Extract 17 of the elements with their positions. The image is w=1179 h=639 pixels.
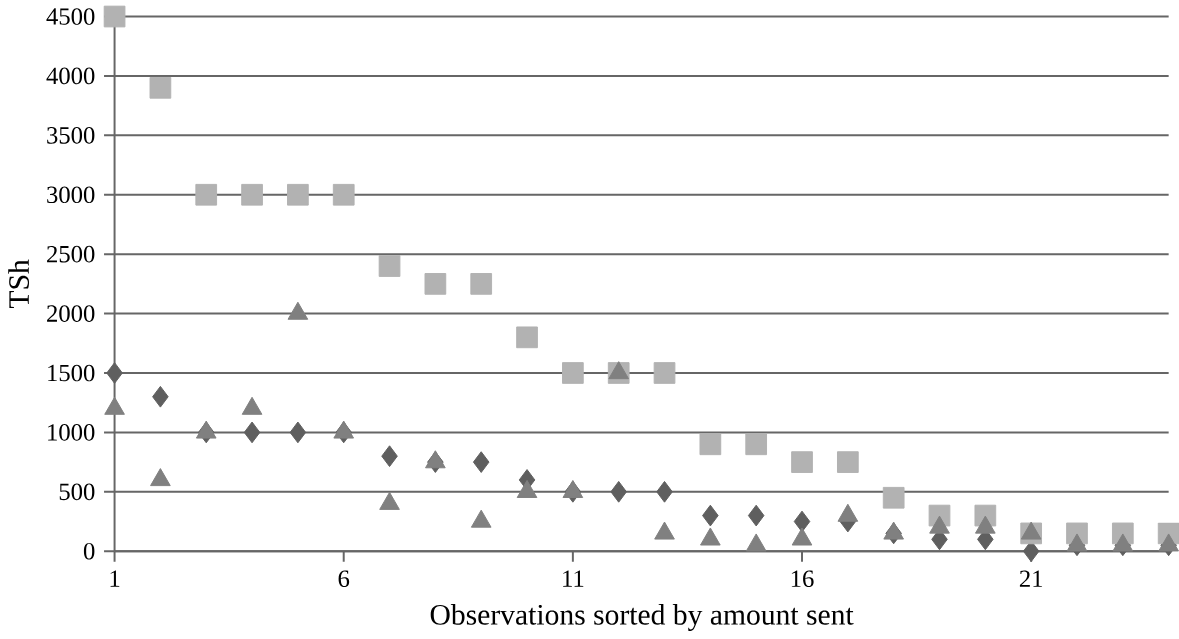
x-tick-label: 1 (110, 570, 120, 587)
x-tick-label: 6 (338, 570, 350, 587)
y-axis-title: TSh (8, 259, 30, 308)
x-axis-title: Observations sorted by amount sent (430, 603, 854, 631)
y-tick-label: 3500 (47, 126, 95, 144)
x-tick-label: 11 (563, 570, 584, 587)
x-tick-label: 21 (1019, 570, 1043, 587)
y-tick-label: 1000 (48, 424, 95, 441)
y-tick-label: 4500 (46, 8, 95, 25)
y-tick-label: 4000 (46, 67, 95, 85)
y-tick-label: 2500 (47, 245, 95, 263)
y-tick-label: 500 (59, 483, 95, 501)
y-tick-label: 0 (83, 542, 95, 560)
y-tick-label: 3000 (47, 186, 95, 204)
y-tick-label: 2000 (47, 305, 95, 322)
y-tick-label: 1500 (48, 364, 95, 382)
x-tick-label: 16 (791, 570, 814, 587)
